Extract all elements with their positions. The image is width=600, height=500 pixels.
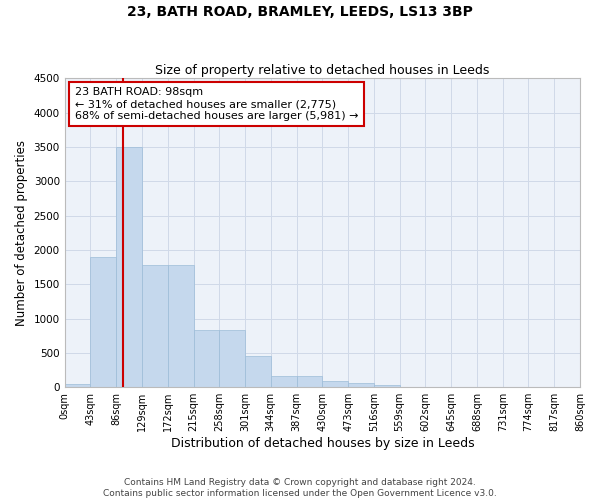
Bar bbox=[400, 386, 425, 387]
Bar bbox=[374, 385, 400, 387]
X-axis label: Distribution of detached houses by size in Leeds: Distribution of detached houses by size … bbox=[170, 437, 474, 450]
Text: Contains HM Land Registry data © Crown copyright and database right 2024.
Contai: Contains HM Land Registry data © Crown c… bbox=[103, 478, 497, 498]
Text: 23 BATH ROAD: 98sqm
← 31% of detached houses are smaller (2,775)
68% of semi-det: 23 BATH ROAD: 98sqm ← 31% of detached ho… bbox=[75, 88, 358, 120]
Bar bbox=[271, 376, 296, 387]
Bar bbox=[91, 256, 116, 387]
Bar bbox=[296, 376, 322, 387]
Bar bbox=[193, 330, 219, 387]
Bar bbox=[65, 384, 91, 387]
Bar bbox=[322, 381, 348, 387]
Y-axis label: Number of detached properties: Number of detached properties bbox=[15, 140, 28, 326]
Bar bbox=[219, 330, 245, 387]
Bar bbox=[245, 356, 271, 387]
Bar bbox=[116, 147, 142, 387]
Bar bbox=[348, 384, 374, 387]
Text: 23, BATH ROAD, BRAMLEY, LEEDS, LS13 3BP: 23, BATH ROAD, BRAMLEY, LEEDS, LS13 3BP bbox=[127, 5, 473, 19]
Bar bbox=[142, 265, 168, 387]
Title: Size of property relative to detached houses in Leeds: Size of property relative to detached ho… bbox=[155, 64, 490, 77]
Bar bbox=[168, 265, 193, 387]
